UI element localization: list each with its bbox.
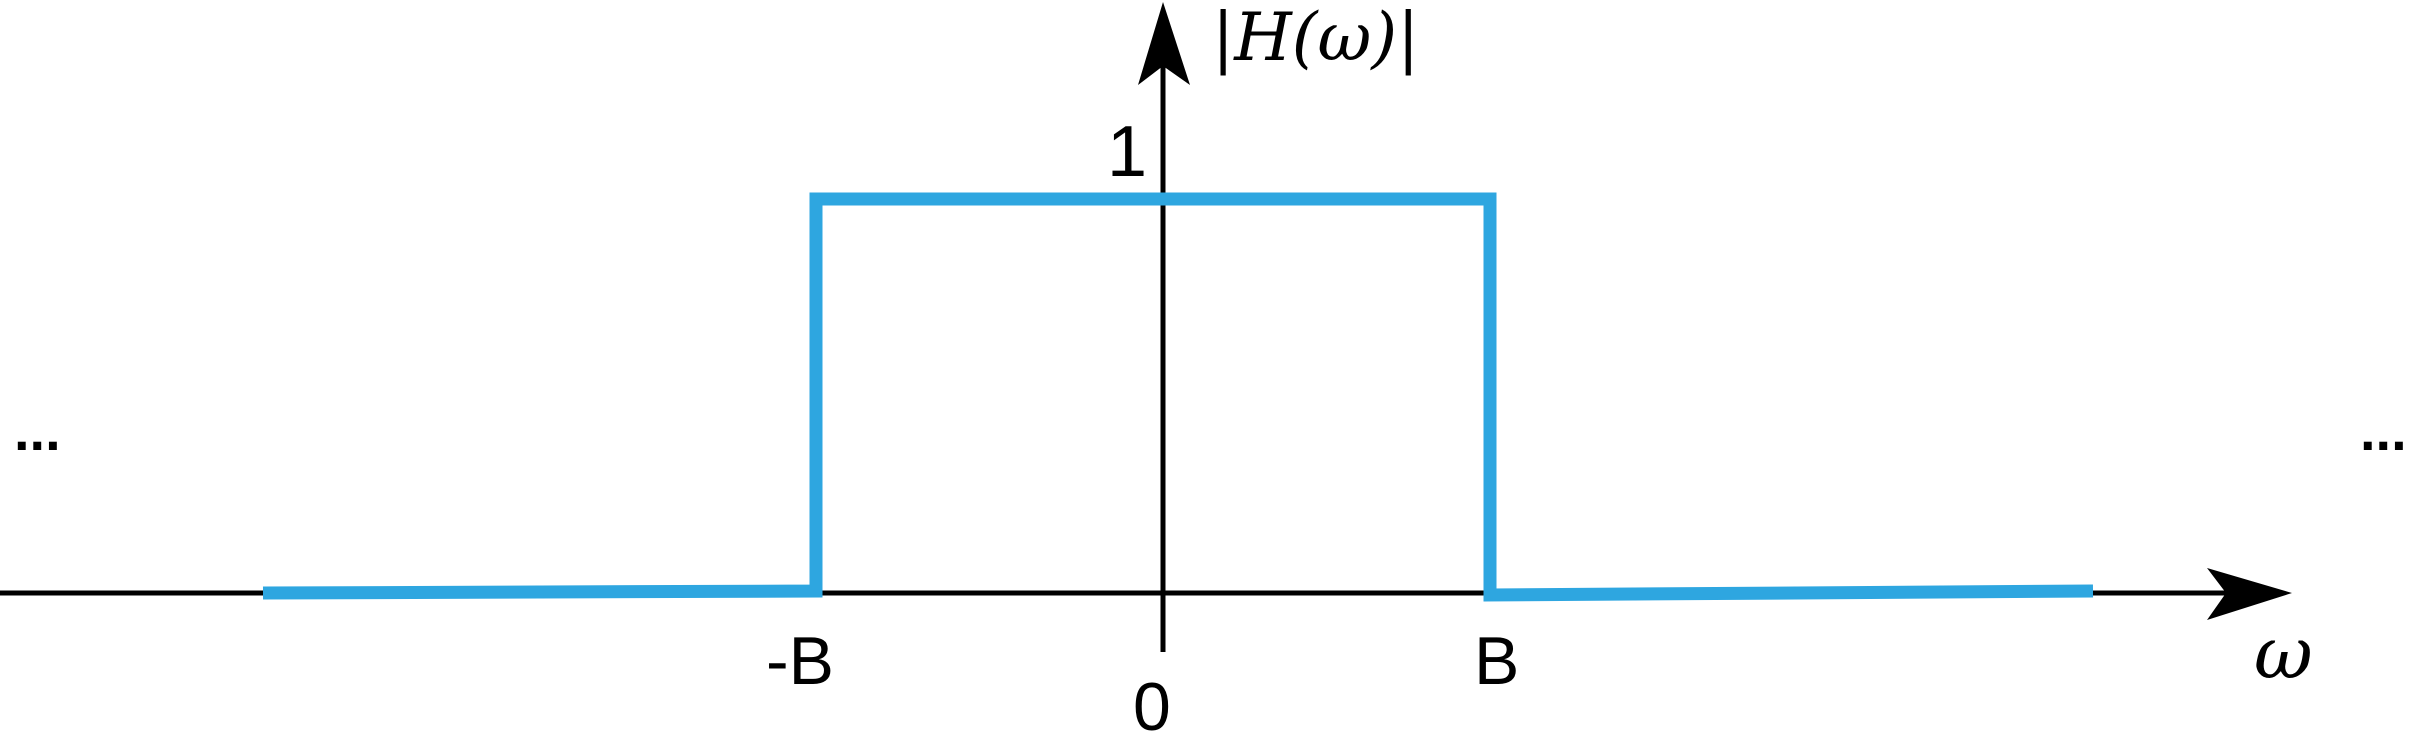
omega-axis-arrowhead	[2207, 568, 2292, 620]
right-ellipsis: ...	[2360, 399, 2407, 462]
magnitude-axis-label: |H(ω)|	[1212, 0, 1419, 76]
one-tick-label: 1	[1107, 112, 1147, 192]
magnitude-axis-arrowhead	[1138, 2, 1190, 85]
zero-tick-label: 0	[1133, 669, 1171, 745]
pos-b-tick-label: B	[1474, 623, 1519, 699]
left-ellipsis: ...	[14, 399, 61, 462]
omega-axis-label: ω	[2254, 611, 2313, 695]
neg-b-tick-label: -B	[766, 623, 834, 699]
response-curve	[262, 192, 2094, 602]
